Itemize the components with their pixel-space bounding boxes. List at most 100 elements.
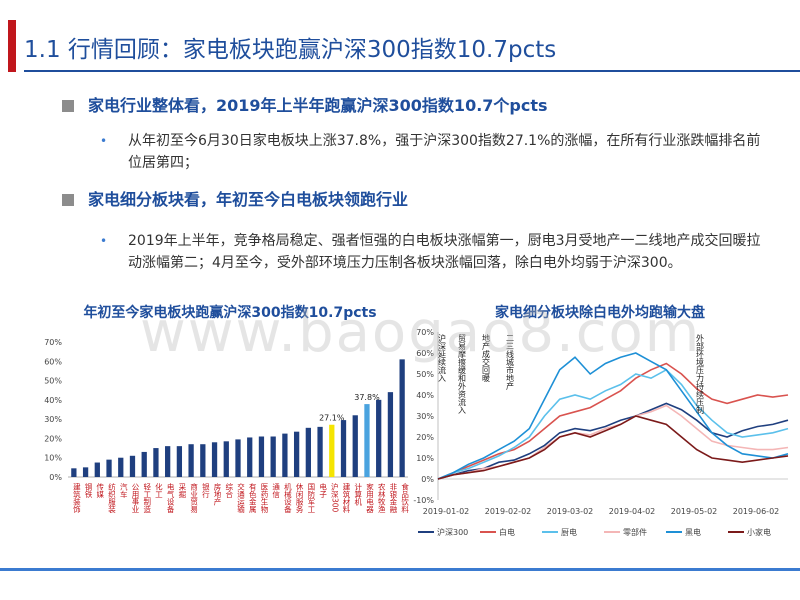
bar bbox=[176, 446, 183, 477]
x-tick-label: 轻工制造 bbox=[142, 482, 151, 515]
x-tick-label: 电气设备 bbox=[166, 482, 175, 515]
bar bbox=[305, 427, 311, 477]
chart-legend: 沪深300 白电 厨电 零部件 黑电 小家电 bbox=[418, 527, 771, 537]
page-title: 1.1 行情回顾：家电板块跑赢沪深300指数10.7pcts bbox=[24, 37, 557, 63]
dot-bullet-icon: • bbox=[100, 134, 108, 148]
x-tick-label: 2019-03-02 bbox=[547, 507, 594, 516]
x-tick-label: 国防军工 bbox=[307, 483, 316, 514]
x-tick-label: 化工 bbox=[154, 482, 163, 499]
y-tick-label: 10% bbox=[44, 454, 62, 463]
bar bbox=[188, 444, 194, 477]
section-heading-1: 家电行业整体看，2019年上半年跑赢沪深300指数10.7个pcts bbox=[62, 92, 548, 116]
series-line bbox=[437, 368, 789, 480]
bar bbox=[106, 459, 112, 477]
legend-label: 零部件 bbox=[623, 527, 647, 537]
bar bbox=[387, 392, 394, 477]
bar bbox=[247, 437, 253, 477]
x-tick-label: 食品饮料 bbox=[400, 482, 409, 515]
y-tick-label: 0% bbox=[49, 473, 62, 482]
dot-bullet-icon: • bbox=[100, 234, 108, 248]
series-line bbox=[437, 352, 789, 480]
x-tick-label: 采掘 bbox=[178, 482, 187, 500]
section-heading-text: 家电行业整体看，2019年上半年跑赢沪深300指数10.7个pcts bbox=[88, 96, 548, 115]
legend-label: 小家电 bbox=[747, 527, 771, 537]
bar bbox=[153, 448, 159, 477]
bar bbox=[200, 444, 206, 477]
bar bbox=[293, 431, 300, 477]
line-chart-title: 家电细分板块除白电外均跑输大盘 bbox=[495, 305, 705, 321]
y-tick-label: 20% bbox=[416, 433, 434, 442]
x-tick-label: 2019-05-02 bbox=[671, 507, 718, 516]
legend-label: 黑电 bbox=[685, 527, 701, 537]
x-tick-label: 商业贸易 bbox=[189, 482, 198, 515]
series-line bbox=[437, 402, 789, 480]
x-tick-label: 建筑装饰 bbox=[72, 482, 81, 515]
y-tick-label: 70% bbox=[416, 328, 434, 337]
bar-data-label: 37.8% bbox=[354, 393, 380, 402]
x-tick-label: 机械设备 bbox=[283, 482, 292, 515]
x-tick-label: 公用事业 bbox=[131, 483, 140, 513]
bar bbox=[317, 426, 323, 477]
x-tick-label: 传媒 bbox=[96, 482, 105, 500]
chart-annotation: 外部环境压力持续压制 bbox=[696, 333, 705, 415]
x-tick-label: 2019-01-02 bbox=[423, 507, 470, 516]
bar bbox=[223, 441, 229, 477]
x-tick-label: 沪深300 bbox=[330, 482, 339, 513]
bar bbox=[352, 415, 358, 477]
x-tick-label: 2019-04-02 bbox=[609, 507, 656, 516]
x-tick-label: 电子 bbox=[318, 482, 327, 499]
bar bbox=[270, 436, 276, 477]
y-tick-label: -10% bbox=[413, 496, 434, 505]
bar bbox=[399, 359, 405, 477]
x-tick-label: 非银金融 bbox=[389, 482, 398, 515]
x-tick-label: 医药生物 bbox=[260, 483, 269, 515]
bar bbox=[82, 467, 89, 477]
x-tick-label: 2019-06-02 bbox=[733, 507, 780, 516]
bar bbox=[282, 433, 288, 477]
x-tick-label: 计算机 bbox=[353, 482, 362, 507]
section-heading-text: 家电细分板块看，年初至今白电板块领跑行业 bbox=[88, 190, 409, 209]
line-chart: 70% 60% 50% 40% 30% 20% 10% 0% -10% 2019-01-02 201… bbox=[413, 328, 789, 537]
x-tick-label: 通信 bbox=[271, 482, 280, 500]
y-tick-label: 40% bbox=[416, 391, 434, 400]
x-tick-label: 钢铁 bbox=[84, 482, 93, 500]
footer-line bbox=[0, 568, 800, 571]
watermark-text: www.baogao8.com bbox=[140, 300, 702, 365]
y-tick-label: 50% bbox=[44, 377, 62, 386]
title-accent-bar bbox=[8, 20, 16, 72]
x-tick-label: 交通运输 bbox=[236, 482, 245, 515]
section-bullet-2: • 2019年上半年，竞争格局稳定、强者恒强的白电板块涨幅第一，厨电3月受地产一… bbox=[100, 230, 770, 274]
legend-label: 白电 bbox=[499, 527, 515, 537]
legend-label: 厨电 bbox=[561, 527, 577, 537]
x-tick-label: 纺织服装 bbox=[107, 482, 116, 515]
y-tick-label: 60% bbox=[44, 357, 62, 366]
y-tick-label: 60% bbox=[416, 349, 434, 358]
x-tick-label: 2019-02-02 bbox=[485, 507, 532, 516]
y-tick-label: 20% bbox=[44, 434, 62, 443]
bar bbox=[165, 446, 171, 477]
x-tick-label: 建筑材料 bbox=[342, 482, 351, 515]
legend-label: 沪深300 bbox=[437, 527, 468, 537]
bar bbox=[364, 404, 370, 477]
bar bbox=[71, 468, 77, 477]
section-bullet-text: 从年初至今6月30日家电板块上涨37.8%，强于沪深300指数27.1%的涨幅，… bbox=[128, 133, 761, 171]
x-tick-label: 综合 bbox=[225, 482, 234, 500]
title-underline bbox=[24, 70, 800, 72]
y-tick-label: 30% bbox=[44, 415, 62, 424]
section-bullet-1: • 从年初至今6月30日家电板块上涨37.8%，强于沪深300指数27.1%的涨… bbox=[100, 130, 770, 174]
bar-chart: 70% 60% 50% 40% 30% 20% 10% 0% 建筑装饰 钢铁 传媒 纺织服装 汽车 公用事… bbox=[44, 338, 409, 515]
series-line bbox=[437, 362, 789, 480]
y-tick-label: 30% bbox=[416, 412, 434, 421]
bar bbox=[329, 424, 335, 477]
bar bbox=[118, 457, 124, 477]
bar bbox=[211, 442, 218, 477]
square-bullet-icon bbox=[62, 100, 74, 112]
y-tick-label: 0% bbox=[421, 475, 434, 484]
bar bbox=[129, 455, 136, 477]
chart-annotation: 地产成交回暖 bbox=[482, 333, 491, 383]
y-tick-label: 50% bbox=[416, 370, 434, 379]
chart-annotation: 二三线城市地产 bbox=[506, 334, 515, 391]
bar bbox=[340, 420, 347, 477]
chart-annotation: 贸易摩擦缓和外资流入 bbox=[458, 333, 467, 414]
bar bbox=[376, 399, 382, 477]
